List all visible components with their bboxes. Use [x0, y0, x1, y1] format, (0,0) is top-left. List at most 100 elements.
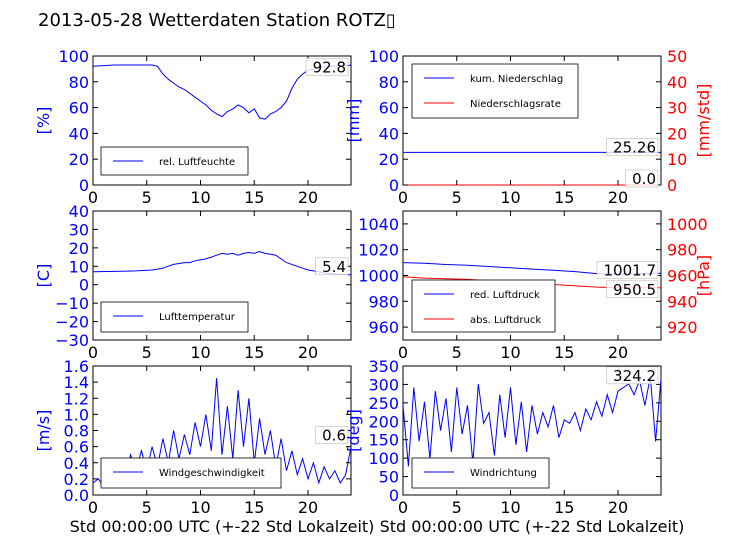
y-tick-label: 0 — [389, 486, 399, 505]
legend-label: Windrichtung — [470, 468, 537, 479]
value-label-box — [596, 261, 659, 279]
chart-pressure: 960 980 1000 1020 1040 920 940 960 980 1000 0 5 10 15… — [358, 210, 713, 362]
y-tick-label: 1040 — [358, 215, 399, 234]
y-tick-label: 980 — [368, 292, 399, 311]
y-tick-label: 0.4 — [64, 454, 89, 473]
y-tick-label: 1.6 — [64, 357, 89, 376]
x-tick-label: 15 — [554, 188, 574, 207]
value-label: 92.8 — [313, 58, 346, 76]
y-tick-right-label: 40 — [667, 73, 687, 92]
value-label: 0.0 — [632, 170, 656, 188]
y-tick-label: 0 — [389, 176, 399, 195]
y-tick-label: 80 — [379, 73, 399, 92]
legend-box — [100, 457, 282, 489]
page-title: 2013-05-28 Wetterdaten Station ROTZ▯ — [38, 10, 396, 31]
y-tick-label: 1.2 — [64, 389, 89, 408]
x-axis-label: Std 00:00:00 UTC (+-22 Std Lokalzeit) — [380, 517, 685, 536]
y-axis-label: [%] — [34, 107, 53, 135]
legend-label: Niederschlagsrate — [470, 99, 561, 110]
x-tick-label: 10 — [500, 188, 520, 207]
legend-box — [411, 279, 556, 333]
y-axis-right-label: [hPa] — [694, 255, 713, 296]
value-label-box — [305, 57, 349, 76]
y-axis-right-label: [mm/std] — [694, 84, 713, 158]
x-tick-label: 0 — [398, 498, 408, 517]
x-tick-label: 20 — [298, 343, 318, 362]
y-tick-label: 300 — [368, 375, 399, 394]
x-tick-label: 0 — [88, 498, 98, 517]
x-tick-label: 20 — [608, 343, 628, 362]
legend-label: kum. Niederschlag — [470, 74, 563, 85]
y-tick-label: 100 — [58, 47, 89, 66]
y-tick-right-label: 940 — [667, 292, 698, 311]
chart-humidity: 0 20 40 60 80 100 0 5 10 15 20 [%] rel. Luftfeuchte 9… — [34, 47, 352, 207]
y-axis-label: [C] — [34, 264, 53, 288]
y-tick-label: 100 — [368, 47, 399, 66]
value-label: 950.5 — [613, 281, 656, 299]
y-tick-label: 30 — [69, 220, 89, 239]
y-tick-label: 960 — [368, 318, 399, 337]
x-tick-label: 5 — [452, 188, 462, 207]
x-tick-label: 15 — [554, 343, 574, 362]
y-tick-label: 1000 — [358, 267, 399, 286]
x-tick-label: 5 — [452, 498, 462, 517]
y-tick-right-label: 1000 — [667, 215, 708, 234]
legend-box — [411, 457, 550, 489]
y-tick-label: 150 — [368, 431, 399, 450]
chart-precip: 0 20 40 60 80 100 0 10 20 30 40 50 0 5 10 15 20 [mm] [mm/s… — [344, 47, 713, 207]
value-label-box — [606, 280, 659, 299]
x-tick-label: 15 — [244, 188, 264, 207]
legend-box — [411, 63, 579, 119]
x-tick-label: 5 — [142, 498, 152, 517]
value-label: 1001.7 — [604, 261, 657, 279]
y-tick-label: 40 — [69, 124, 89, 143]
value-label-box — [625, 169, 659, 188]
y-tick-right-label: 0 — [667, 176, 677, 195]
y-tick-label: 20 — [69, 239, 89, 258]
y-tick-label: 20 — [69, 150, 89, 169]
x-tick-label: 15 — [244, 343, 264, 362]
x-tick-label: 0 — [88, 188, 98, 207]
x-tick-label: 5 — [142, 343, 152, 362]
x-tick-label: 20 — [608, 498, 628, 517]
legend-label: red. Luftdruck — [470, 290, 540, 301]
x-tick-label: 10 — [190, 343, 210, 362]
x-tick-label: 20 — [608, 188, 628, 207]
y-tick-label: −10 — [55, 294, 89, 313]
y-tick-label: 0.6 — [64, 438, 89, 457]
y-tick-label: −20 — [55, 313, 89, 332]
y-axis-label: [deg] — [344, 409, 363, 452]
y-tick-right-label: 30 — [667, 99, 687, 118]
series-line — [92, 250, 352, 276]
y-tick-right-label: 960 — [667, 267, 698, 286]
value-label: 25.26 — [613, 138, 656, 156]
value-label-box — [315, 426, 349, 444]
y-tick-label: −30 — [55, 331, 89, 350]
y-tick-label: 200 — [368, 412, 399, 431]
x-tick-label: 5 — [142, 188, 152, 207]
x-axis-label: Std 00:00:00 UTC (+-22 Std Lokalzeit) — [70, 517, 375, 536]
y-tick-label: 100 — [368, 449, 399, 468]
y-tick-label: 0.0 — [64, 486, 89, 505]
y-tick-label: 250 — [368, 394, 399, 413]
x-tick-label: 10 — [190, 498, 210, 517]
value-label-box — [315, 257, 349, 276]
series-line — [402, 376, 662, 467]
value-label: 5.4 — [322, 258, 346, 276]
y-tick-label: 40 — [379, 124, 399, 143]
legend-label: rel. Luftfeuchte — [159, 157, 235, 168]
plot-frame — [92, 210, 352, 341]
x-tick-label: 15 — [554, 498, 574, 517]
x-tick-label: 10 — [500, 498, 520, 517]
x-tick-label: 20 — [298, 188, 318, 207]
y-tick-label: 1.4 — [64, 373, 89, 392]
x-tick-label: 20 — [298, 498, 318, 517]
value-label-box — [606, 138, 659, 156]
legend-label: Lufttemperatur — [159, 312, 236, 323]
chart-wind_speed: 0.00.20.40.60.81.01.21.41.60 5 10 15 20[m/s]… — [34, 357, 374, 536]
value-label: 324.2 — [613, 367, 656, 385]
y-tick-label: 20 — [379, 150, 399, 169]
y-tick-label: 60 — [69, 99, 89, 118]
